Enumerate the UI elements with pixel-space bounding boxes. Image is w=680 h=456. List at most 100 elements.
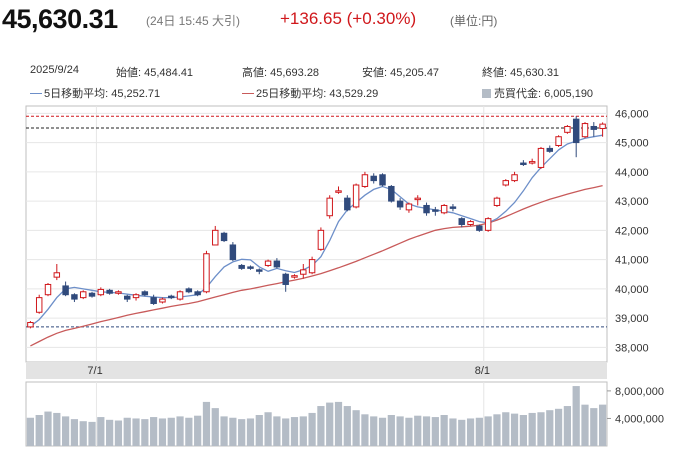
info-high: 高値: 45,693.28 [242, 67, 320, 79]
volume-bar [590, 408, 598, 446]
date-axis-band [26, 362, 607, 379]
legend-ma25-label: 25日移動平均: 43,529.29 [256, 88, 379, 100]
price-plot-frame [25, 105, 608, 363]
volume-bar [422, 416, 431, 446]
candle-body [27, 322, 34, 328]
volume-bar [502, 412, 510, 446]
volume-bar [264, 412, 272, 446]
volume-bar [202, 401, 211, 446]
volume-bar [44, 411, 52, 446]
volume-bar [528, 412, 536, 446]
volume-bar [554, 408, 563, 446]
ma25-swatch [242, 92, 254, 94]
y-tick-label: 38,000 [615, 342, 649, 354]
volume-bar [352, 410, 360, 446]
volume-bar [282, 418, 290, 446]
legend-volume-label: 売買代金: 6,005,190 [494, 88, 594, 100]
volume-bar [581, 404, 589, 446]
candle-body [493, 197, 501, 206]
volume-bar [299, 416, 307, 446]
legend-ma25: 25日移動平均: 43,529.29 [242, 85, 378, 101]
volume-swatch [482, 88, 491, 98]
volume-bar [246, 418, 255, 446]
volume-bar [194, 415, 202, 446]
price-change: +136.65 (+0.30%) [280, 9, 417, 28]
candle-body [291, 275, 298, 278]
volume-bar [167, 417, 175, 446]
y-tick-label: 44,000 [615, 167, 649, 179]
candle-body [176, 291, 184, 300]
volume-bar [211, 408, 219, 446]
candle-body [203, 253, 210, 293]
volume-bar [26, 417, 35, 446]
candle-body [361, 174, 369, 187]
y-tick-label: 41,000 [615, 255, 649, 267]
volume-bar [255, 415, 263, 446]
legend-volume: 売買代金: 6,005,190 [482, 85, 593, 101]
candle-body [229, 244, 237, 261]
volume-bar [53, 412, 61, 446]
candle-body [344, 197, 351, 211]
candle-body [379, 174, 386, 186]
volume-bar [563, 406, 571, 446]
candle-body [256, 269, 263, 272]
volume-bar [62, 416, 70, 446]
candle-body [273, 260, 281, 268]
candle-body [370, 175, 377, 182]
candle-body [53, 272, 61, 278]
info-close: 終値: 45,630.31 [482, 67, 560, 79]
volume-bar [431, 417, 439, 446]
candle-body [264, 260, 272, 266]
ma5-swatch [30, 92, 42, 94]
candle-body [581, 123, 589, 138]
y-tick-label: 39,000 [615, 313, 649, 325]
volume-bar [123, 417, 131, 446]
unit-label: (単位:円) [450, 14, 498, 28]
candle-body [326, 197, 333, 217]
volume-plot-frame [25, 381, 608, 447]
candle-body [432, 209, 439, 212]
volume-bar [414, 415, 422, 446]
candle-body [141, 291, 149, 296]
candle-body [528, 161, 536, 164]
volume-bar [150, 417, 158, 446]
candle-body [405, 203, 413, 211]
candle-body [79, 291, 87, 299]
volume-bar [572, 386, 580, 446]
candle-body [212, 229, 219, 246]
candle-body [476, 225, 483, 231]
volume-bar [88, 421, 96, 446]
candle-body [88, 292, 96, 297]
volume-bar [343, 406, 351, 446]
legend-ma5-label: 5日移動平均: 45,252.71 [44, 88, 161, 100]
volume-y-tick-label: 8,000,000 [615, 386, 664, 398]
y-tick-label: 46,000 [615, 108, 649, 120]
info-low: 安値: 45,205.47 [362, 67, 440, 79]
volume-bar [537, 412, 545, 446]
candle-body [44, 283, 52, 296]
candle-body [546, 147, 554, 152]
candle-body [467, 221, 474, 225]
volume-bar [370, 416, 378, 446]
candle-body [511, 174, 518, 182]
candle-body [414, 197, 421, 201]
y-tick-label: 40,000 [615, 284, 649, 296]
ma25-line [30, 184, 603, 347]
volume-bar [396, 416, 404, 446]
candle-body [97, 288, 105, 296]
volume-bar [493, 414, 501, 446]
volume-bar [546, 410, 554, 446]
volume-bar [317, 406, 325, 446]
volume-bar [229, 417, 237, 446]
volume-bar [334, 401, 343, 446]
volume-bar [176, 416, 184, 446]
candle-body [396, 200, 404, 208]
candle-body [106, 289, 113, 294]
volume-bar [158, 418, 167, 446]
candle-body [220, 232, 228, 242]
volume-bar [132, 418, 140, 446]
volume-bar [598, 404, 607, 446]
volume-bar [106, 419, 114, 446]
volume-bar [70, 419, 79, 446]
candle-body [449, 206, 457, 209]
